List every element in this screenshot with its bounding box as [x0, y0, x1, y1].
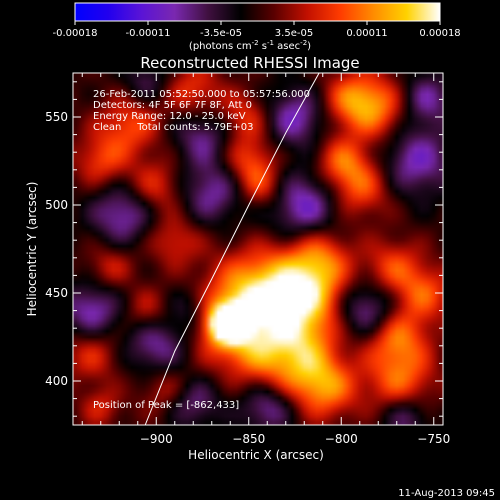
annotation-energy-range: Energy Range: 12.0 - 25.0 keV: [93, 111, 246, 122]
x-tick-label: −900: [140, 432, 173, 446]
footer-date: 11-Aug-2013 09:45: [398, 488, 495, 499]
annotation-total-counts: Clean Total counts: 5.79E+03: [93, 122, 253, 133]
y-tick-label: 550: [45, 110, 68, 124]
x-tick-label: −750: [417, 432, 450, 446]
annotations: 26-Feb-2011 05:52:50.000 to 05:57:56.000…: [93, 89, 310, 411]
colorbar-tick-label: 0.00018: [419, 28, 460, 39]
y-tick-label: 500: [45, 198, 68, 212]
y-axis-label: Heliocentric Y (arcsec): [25, 182, 39, 317]
y-axis-ticks: 400 450 500 550: [45, 81, 443, 417]
annotation-detectors: Detectors: 4F 5F 6F 7F 8F, Att 0: [93, 100, 252, 111]
colorbar-tick-label: 3.5e-05: [275, 28, 313, 39]
plot-area: [73, 73, 443, 425]
x-axis-label: Heliocentric X (arcsec): [188, 448, 324, 462]
annotation-time-range: 26-Feb-2011 05:52:50.000 to 05:57:56.000: [93, 89, 310, 100]
peak-position-label: Position of Peak = [-862,433]: [93, 400, 239, 411]
x-axis-ticks: −900 −850 −800 −750: [81, 73, 450, 446]
y-tick-label: 400: [45, 374, 68, 388]
x-tick-label: −800: [325, 432, 358, 446]
colorbar-units: (photons cm-2 s-1 asec-2): [189, 39, 311, 52]
limb-curve: [144, 73, 320, 425]
x-tick-label: −850: [232, 432, 265, 446]
chart-title: Reconstructed RHESSI Image: [140, 54, 359, 72]
heatmap-image: [73, 73, 443, 425]
colorbar-ticks: -0.00018 -0.00011 -3.5e-05 3.5e-05 0.00011 0.…: [53, 21, 461, 39]
plot-frame: [72, 72, 444, 426]
colorbar-tick-label: -0.00011: [126, 28, 171, 39]
colorbar-tick-label: -3.5e-05: [200, 28, 242, 39]
colorbar-tick-label: 0.00011: [346, 28, 387, 39]
colorbar: [74, 2, 441, 22]
colorbar-tick-label: -0.00018: [53, 28, 98, 39]
y-tick-label: 450: [45, 286, 68, 300]
